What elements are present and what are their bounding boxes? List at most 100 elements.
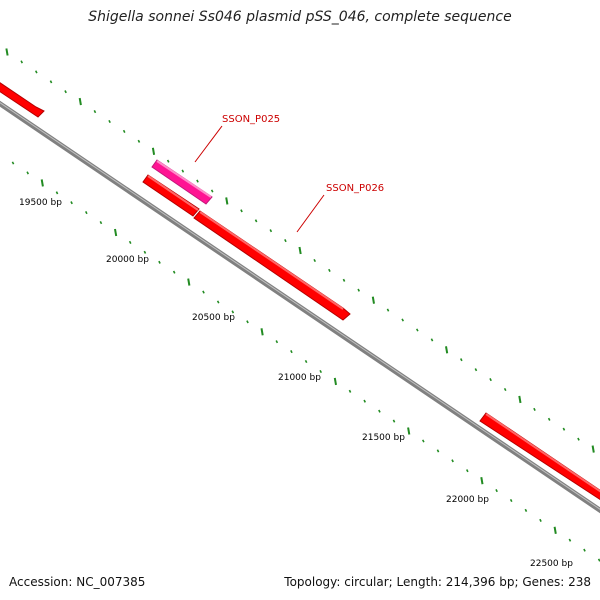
gene-feature-right[interactable] xyxy=(479,412,600,506)
scale-label: 21500 bp xyxy=(362,433,405,443)
major-tick xyxy=(187,278,191,286)
gene-label-sson-p026[interactable]: SSON_P026 xyxy=(326,183,384,194)
minor-tick xyxy=(137,139,141,143)
accession-text: Accession: NC_007385 xyxy=(9,575,146,589)
minor-tick xyxy=(533,407,536,411)
minor-tick xyxy=(26,171,30,175)
minor-tick xyxy=(246,320,249,324)
minor-tick xyxy=(240,209,243,213)
minor-tick xyxy=(386,308,390,312)
major-tick xyxy=(407,427,411,435)
major-tick xyxy=(591,445,595,453)
minor-tick xyxy=(328,268,331,272)
minor-tick xyxy=(348,389,352,393)
minor-tick xyxy=(415,328,419,332)
scale-label: 22500 bp xyxy=(530,559,573,569)
major-tick xyxy=(40,179,44,187)
minor-tick xyxy=(524,508,528,512)
scale-label: 22000 bp xyxy=(446,495,489,505)
minor-tick xyxy=(166,159,170,163)
minor-tick xyxy=(313,258,317,263)
minor-tick xyxy=(357,288,361,292)
minor-tick xyxy=(181,169,185,173)
minor-tick xyxy=(539,518,542,522)
gene-feature-small[interactable] xyxy=(142,174,200,217)
major-tick xyxy=(298,246,302,255)
minor-tick xyxy=(20,60,24,64)
minor-tick xyxy=(509,498,513,503)
minor-tick xyxy=(304,359,308,364)
minor-tick xyxy=(290,350,293,354)
minor-tick xyxy=(421,439,425,443)
minor-tick xyxy=(64,90,67,94)
sequence-backbone xyxy=(0,100,600,514)
minor-tick xyxy=(269,229,273,233)
gene-feature-sson-p026-shine xyxy=(199,211,344,310)
minor-tick xyxy=(122,129,126,133)
scale-label: 20500 bp xyxy=(192,313,235,323)
minor-tick xyxy=(583,548,586,552)
major-tick xyxy=(445,346,449,354)
minor-tick xyxy=(430,338,434,342)
major-tick xyxy=(5,48,9,56)
major-tick xyxy=(151,147,156,155)
minor-tick xyxy=(465,469,469,473)
minor-tick xyxy=(284,239,287,243)
major-tick xyxy=(553,526,557,534)
minor-tick xyxy=(568,538,572,542)
outer-tick-track xyxy=(5,48,595,453)
gene-label-sson-p025[interactable]: SSON_P025 xyxy=(222,114,280,125)
minor-tick xyxy=(577,437,580,441)
minor-tick xyxy=(562,427,566,431)
inner-tick-track xyxy=(11,161,600,562)
minor-tick xyxy=(210,189,214,193)
minor-tick xyxy=(202,290,205,294)
minor-tick xyxy=(84,211,88,215)
minor-tick xyxy=(275,340,279,344)
minor-tick xyxy=(158,260,161,264)
major-tick xyxy=(78,97,82,106)
minor-tick xyxy=(459,358,463,362)
scale-label: 20000 bp xyxy=(106,255,149,265)
minor-tick xyxy=(503,387,507,392)
minor-tick xyxy=(216,300,220,304)
callout-line-sson-p026 xyxy=(296,194,325,233)
major-tick xyxy=(225,197,229,205)
minor-tick xyxy=(495,489,498,493)
gene-feature-right-shine xyxy=(485,413,600,493)
minor-tick xyxy=(143,250,147,254)
minor-tick xyxy=(34,70,38,74)
minor-tick xyxy=(254,219,258,223)
major-tick xyxy=(480,477,484,485)
minor-tick xyxy=(11,161,15,165)
gene-feature-small-shine xyxy=(147,175,199,211)
minor-tick xyxy=(436,449,440,453)
minor-tick xyxy=(451,459,454,463)
callout-line-sson-p025 xyxy=(194,125,223,163)
minor-tick xyxy=(196,179,199,183)
scale-label: 19500 bp xyxy=(19,198,62,208)
major-tick xyxy=(260,328,264,336)
minor-tick xyxy=(93,110,97,114)
gene-feature-sson-p025-shine xyxy=(156,160,212,198)
minor-tick xyxy=(363,399,367,403)
minor-tick xyxy=(128,240,132,244)
major-tick xyxy=(518,395,522,404)
gene-feature-sson-p026[interactable] xyxy=(193,210,351,321)
minor-tick xyxy=(342,278,346,282)
scale-labels: 19500 bp 20000 bp 20500 bp 21000 bp 2150… xyxy=(19,198,573,569)
major-tick xyxy=(114,228,118,237)
minor-tick xyxy=(319,369,323,374)
minor-tick xyxy=(99,221,103,225)
minor-tick xyxy=(489,378,492,382)
minor-tick xyxy=(231,310,235,314)
gene-feature-left[interactable] xyxy=(0,76,45,118)
major-tick xyxy=(371,296,375,304)
minor-tick xyxy=(108,119,111,124)
minor-tick xyxy=(55,191,59,195)
minor-tick xyxy=(378,409,381,413)
major-tick xyxy=(333,377,337,386)
sequence-backbone-highlight xyxy=(0,102,600,510)
minor-tick xyxy=(49,80,53,84)
